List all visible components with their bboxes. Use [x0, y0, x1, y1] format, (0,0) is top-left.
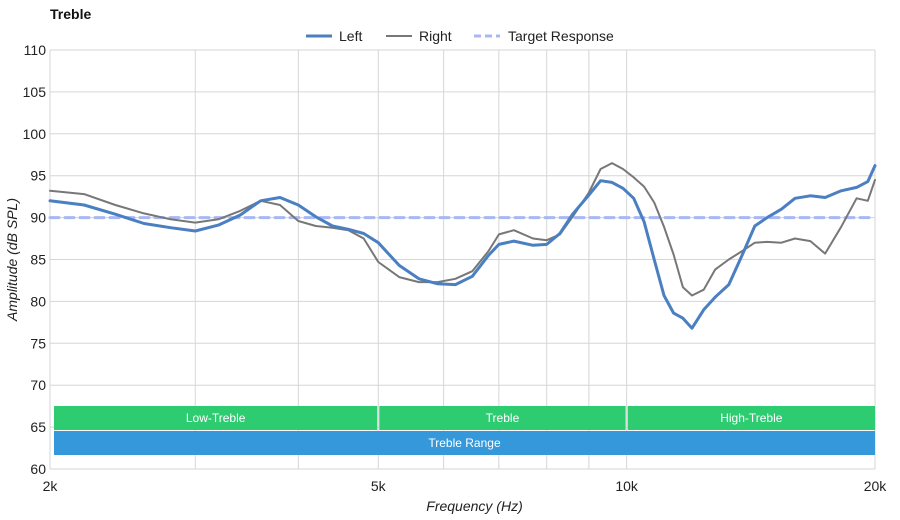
range-band-label: Treble Range	[428, 436, 501, 450]
y-tick-label: 60	[30, 461, 46, 477]
x-axis-label: Frequency (Hz)	[426, 498, 522, 514]
x-tick-label: 10k	[615, 478, 639, 494]
y-tick-label: 90	[30, 210, 46, 226]
legend-item-label: Left	[339, 28, 362, 44]
legend-item-label: Target Response	[508, 28, 614, 44]
y-tick-label: 85	[30, 252, 46, 268]
chart-title: Treble	[50, 6, 92, 22]
y-tick-label: 105	[23, 84, 47, 100]
range-band	[379, 406, 626, 430]
range-band	[54, 431, 875, 455]
range-band	[54, 406, 378, 430]
x-tick-label: 2k	[43, 478, 59, 494]
range-band-label: High-Treble	[720, 411, 783, 425]
x-tick-label: 20k	[864, 478, 888, 494]
y-tick-label: 70	[30, 377, 46, 393]
y-tick-label: 80	[30, 293, 46, 309]
y-tick-label: 65	[30, 419, 46, 435]
series-line-left	[48, 164, 877, 330]
y-tick-label: 75	[30, 335, 46, 351]
range-band	[627, 406, 875, 430]
y-axis-label: Amplitude (dB SPL)	[4, 198, 20, 322]
y-tick-label: 95	[30, 168, 46, 184]
range-band-label: Low-Treble	[186, 411, 246, 425]
y-tick-label: 110	[24, 42, 47, 58]
x-tick-label: 5k	[371, 478, 387, 494]
range-band-label: Treble	[486, 411, 520, 425]
legend-item-label: Right	[419, 28, 452, 44]
y-tick-label: 100	[23, 126, 47, 142]
